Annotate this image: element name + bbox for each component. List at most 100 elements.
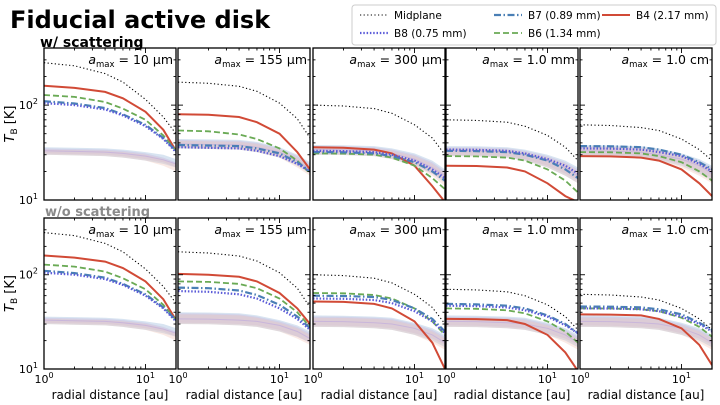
series-midplane-r1-c4 xyxy=(580,293,712,331)
x-tick-label: 100 xyxy=(570,371,589,386)
band-mean-r0-c4 xyxy=(580,150,712,175)
series-B4-r0-c4 xyxy=(580,155,712,197)
series-B7-r0-c0 xyxy=(44,100,176,152)
series-B8-r0-c4 xyxy=(580,147,712,173)
series-B8-r0-c3 xyxy=(446,148,578,175)
panel-title: amax = 1.0 mm xyxy=(482,52,575,70)
band-red-r0-c3 xyxy=(446,148,578,184)
band-blue-r1-c1 xyxy=(178,312,310,343)
band-red-r1-c2 xyxy=(313,317,445,350)
x-axis-label: radial distance [au] xyxy=(321,388,438,402)
band-mean-r1-c0 xyxy=(44,319,176,334)
panel-r1-c2: amax = 300 μm xyxy=(312,217,446,370)
panel-frame xyxy=(177,217,311,370)
x-tick-label: 101 xyxy=(136,371,155,386)
panel-title: amax = 1.0 cm xyxy=(621,222,709,240)
y-tick-label: 102 xyxy=(19,97,38,112)
series-B6-r1-c0 xyxy=(44,263,176,321)
series-B4-r0-c1 xyxy=(178,113,310,170)
series-B7-r0-c4 xyxy=(580,145,712,171)
band-mean-r1-c2 xyxy=(313,320,445,344)
band-red-r1-c3 xyxy=(446,317,578,350)
series-B7-r1-c3 xyxy=(446,302,578,335)
series-midplane-r0-c2 xyxy=(313,104,445,156)
y-tick-label: 101 xyxy=(19,192,38,207)
series-B4-r0-c0 xyxy=(44,84,176,152)
series-B6-r0-c0 xyxy=(44,94,176,152)
series-B4-r1-c1 xyxy=(178,272,310,325)
panel-title: amax = 155 μm xyxy=(214,52,307,70)
panel-r0-c3: amax = 1.0 mm xyxy=(445,47,579,201)
series-B7-r0-c3 xyxy=(446,149,578,180)
panel-title: amax = 10 μm xyxy=(88,222,173,240)
band-purple-r0-c4 xyxy=(580,146,712,179)
panel-frame xyxy=(43,217,177,370)
series-B6-r0-c1 xyxy=(178,129,310,175)
band-purple-r0-c0 xyxy=(44,148,176,168)
band-purple-r0-c2 xyxy=(313,146,445,181)
series-B6-r1-c3 xyxy=(446,307,578,344)
panel-title: amax = 1.0 cm xyxy=(621,52,709,70)
series-midplane-r1-c1 xyxy=(178,251,310,308)
band-blue-r1-c2 xyxy=(313,315,445,348)
series-B8-r0-c0 xyxy=(44,102,176,153)
panel-title: amax = 300 μm xyxy=(349,222,442,240)
panel-title: amax = 1.0 mm xyxy=(482,222,575,240)
series-B6-r1-c2 xyxy=(313,292,445,336)
band-red-r0-c1 xyxy=(178,140,310,176)
band-red-r0-c0 xyxy=(44,149,176,172)
y-tick-label: 102 xyxy=(19,267,38,282)
x-tick-label: 101 xyxy=(270,371,289,386)
series-B8-r1-c2 xyxy=(313,297,445,335)
legend-label-midplane: Midplane xyxy=(394,10,442,22)
x-axis-label: radial distance [au] xyxy=(52,388,169,402)
series-midplane-r0-c1 xyxy=(178,81,310,139)
series-B8-r1-c0 xyxy=(44,271,176,323)
series-B6-r0-c2 xyxy=(313,152,445,190)
series-B7-r0-c1 xyxy=(178,143,310,173)
series-B4-r0-c3 xyxy=(446,164,576,200)
panel-frame xyxy=(312,217,446,370)
series-B8-r0-c1 xyxy=(178,146,310,173)
panel-frame xyxy=(177,47,311,201)
series-B6-r0-c3 xyxy=(446,155,578,194)
row-title-scattering: w/ scattering xyxy=(40,35,144,51)
series-B7-r1-c1 xyxy=(178,286,310,330)
band-purple-r1-c0 xyxy=(44,317,176,337)
series-B6-r1-c1 xyxy=(178,280,310,328)
panel-frame xyxy=(43,47,177,201)
band-blue-r1-c0 xyxy=(44,316,176,337)
x-tick-label: 101 xyxy=(672,371,691,386)
series-B8-r1-c4 xyxy=(580,307,712,333)
legend-label-B7: B7 (0.89 mm) xyxy=(528,10,601,22)
series-B4-r1-c2 xyxy=(313,300,445,369)
band-purple-r1-c4 xyxy=(580,316,712,345)
panel-frame xyxy=(312,47,446,201)
row-title-no-scattering: w/o scattering xyxy=(45,205,150,220)
x-axis-label: radial distance [au] xyxy=(588,388,705,402)
series-B8-r0-c2 xyxy=(313,149,445,180)
band-purple-r1-c2 xyxy=(313,316,445,345)
x-tick-label: 101 xyxy=(405,371,424,386)
panel-r1-c0: amax = 10 μm xyxy=(43,217,177,370)
band-red-r1-c0 xyxy=(44,318,176,341)
series-B4-r0-c2 xyxy=(313,146,445,200)
panel-frame xyxy=(579,217,713,370)
panel-frame xyxy=(579,47,713,201)
band-mean-r0-c0 xyxy=(44,150,176,165)
y-tick-label: 101 xyxy=(19,361,38,376)
series-B7-r1-c0 xyxy=(44,269,176,321)
figure-title: Fiducial active disk xyxy=(10,6,271,34)
series-midplane-r1-c3 xyxy=(446,288,578,331)
panel-r0-c0: amax = 10 μm xyxy=(43,47,177,201)
panel-r1-c1: amax = 155 μm xyxy=(177,217,311,370)
panel-title: amax = 300 μm xyxy=(349,52,442,70)
panel-title: amax = 10 μm xyxy=(88,52,173,70)
band-purple-r1-c1 xyxy=(178,313,310,343)
series-B4-r1-c3 xyxy=(446,317,578,369)
band-purple-r0-c3 xyxy=(446,147,578,181)
legend-label-B6: B6 (1.34 mm) xyxy=(528,28,601,40)
